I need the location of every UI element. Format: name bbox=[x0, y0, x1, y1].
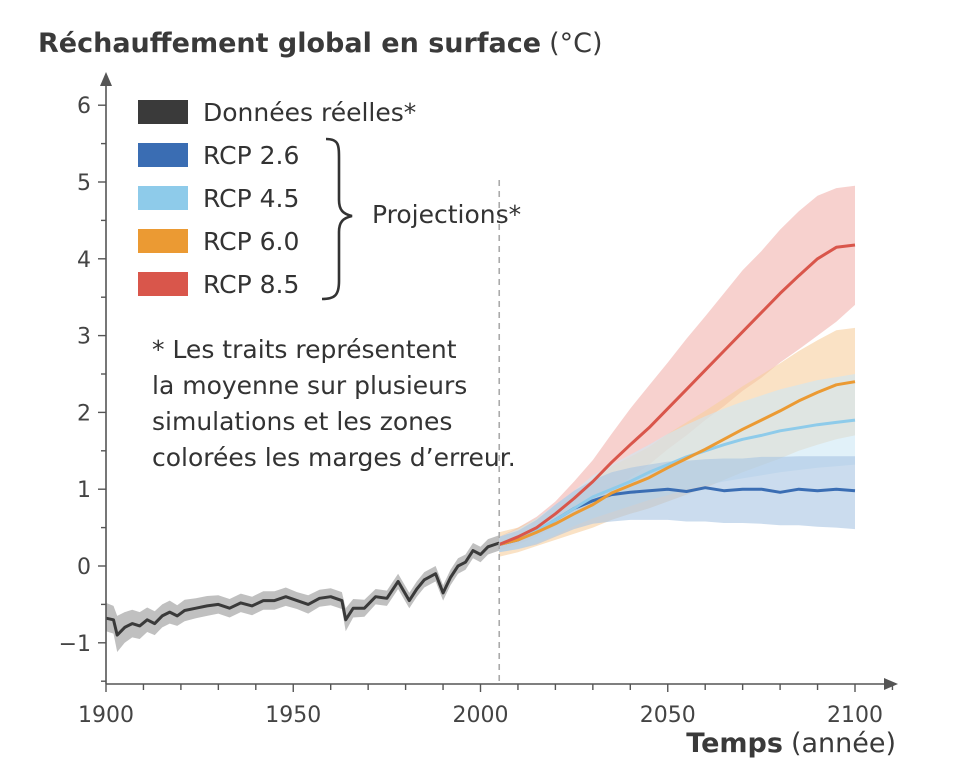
note: * Les traits représentent la moyenne sur … bbox=[152, 335, 516, 472]
legend-swatch-rcp26 bbox=[138, 143, 188, 167]
band-obs bbox=[106, 535, 500, 652]
axes: −1 0 1 2 3 4 5 6 1900 1950 2000 2050 2100 bbox=[59, 72, 898, 728]
y-tick-label: 2 bbox=[77, 401, 91, 426]
y-axis-arrow bbox=[100, 72, 112, 86]
note-line: simulations et les zones bbox=[152, 407, 452, 436]
legend-label-rcp85: RCP 8.5 bbox=[203, 270, 299, 299]
band-rcp26 bbox=[499, 456, 855, 553]
chart-title: Réchauffement global en surface (°C) bbox=[38, 28, 603, 59]
legend: Données réelles* RCP 2.6 RCP 4.5 RCP 6.0 RCP… bbox=[138, 98, 521, 301]
legend-label-rcp26: RCP 2.6 bbox=[203, 141, 299, 170]
y-tick-label: 3 bbox=[77, 325, 91, 350]
legend-swatch-obs bbox=[138, 100, 188, 124]
x-tick-label: 2000 bbox=[453, 703, 509, 728]
legend-label-rcp60: RCP 6.0 bbox=[203, 227, 299, 256]
legend-label-obs: Données réelles* bbox=[203, 98, 416, 127]
x-axis-arrow bbox=[884, 678, 898, 690]
line-obs bbox=[105, 541, 500, 637]
y-tick-label: 5 bbox=[77, 171, 91, 196]
x-axis-title: Temps (année) bbox=[686, 728, 896, 759]
legend-swatch-rcp45 bbox=[138, 186, 188, 210]
x-tick-label: 2050 bbox=[640, 703, 696, 728]
projections-label: Projections* bbox=[372, 200, 521, 229]
line-rcp60 bbox=[498, 380, 856, 546]
line-rcp85 bbox=[498, 243, 856, 546]
band-rcp85 bbox=[499, 185, 855, 551]
y-tick-label: 0 bbox=[77, 555, 91, 580]
legend-label-rcp45: RCP 4.5 bbox=[203, 184, 299, 213]
note-line: * Les traits représentent bbox=[152, 335, 457, 364]
projections-brace bbox=[321, 137, 353, 301]
x-tick-label: 2100 bbox=[827, 703, 883, 728]
y-tick-label: −1 bbox=[59, 632, 91, 657]
note-line: colorées les marges d’erreur. bbox=[152, 443, 516, 472]
y-tick-label: 1 bbox=[77, 478, 91, 503]
y-tick-label: 4 bbox=[77, 248, 91, 273]
legend-swatch-rcp85 bbox=[138, 272, 188, 296]
line-rcp45 bbox=[498, 418, 856, 546]
x-tick-label: 1950 bbox=[265, 703, 321, 728]
mean-lines bbox=[105, 243, 856, 637]
note-line: la moyenne sur plusieurs bbox=[152, 371, 467, 400]
x-tick-label: 1900 bbox=[78, 703, 134, 728]
y-tick-label: 6 bbox=[77, 94, 91, 119]
legend-swatch-rcp60 bbox=[138, 229, 188, 253]
